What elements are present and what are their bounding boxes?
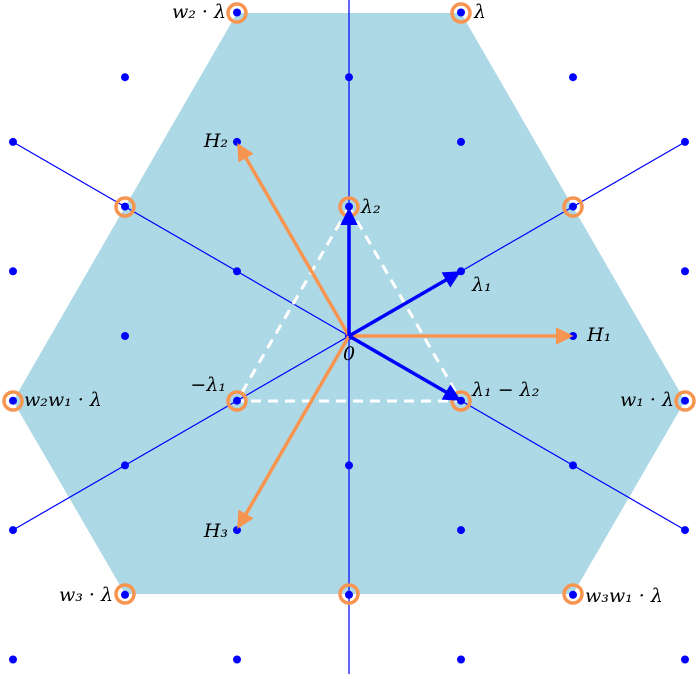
label: λ₂ <box>360 196 381 218</box>
orbit-circle <box>562 583 584 605</box>
label: H₁ <box>586 324 611 346</box>
lattice-point <box>345 461 353 470</box>
lattice-point <box>569 461 577 470</box>
lattice-point <box>233 267 241 276</box>
orbit-circle <box>2 390 24 412</box>
lattice-point <box>345 73 353 82</box>
lattice-point <box>569 202 577 211</box>
lattice-point <box>233 396 241 405</box>
orbit-circle <box>226 2 248 24</box>
lattice-point <box>345 590 353 599</box>
orbit-circle <box>114 196 136 218</box>
lattice-point <box>457 137 465 146</box>
orbit-circle <box>450 2 472 24</box>
lattice-point <box>681 267 689 276</box>
lattice-point <box>681 396 689 405</box>
lattice-point <box>457 8 465 17</box>
lattice-point <box>121 590 129 599</box>
label: λ₁ − λ₂ <box>471 379 539 401</box>
label: w₃w₁ · λ <box>585 585 663 607</box>
lattice-point <box>9 396 17 405</box>
lattice-point <box>121 73 129 82</box>
arrows <box>237 142 574 530</box>
lattice-point <box>681 137 689 146</box>
lattice-point <box>121 332 129 340</box>
label: 0 <box>343 343 355 365</box>
lattice-point <box>9 655 17 664</box>
lattice-point <box>569 590 577 599</box>
lattice-point <box>233 526 241 535</box>
orbit-circle <box>114 583 136 605</box>
label: H₃ <box>203 520 228 542</box>
orbit-circle <box>338 583 360 605</box>
label: w₃ · λ <box>59 584 113 606</box>
lattice-point <box>233 655 241 664</box>
h-arrow <box>237 142 351 337</box>
lattice-point <box>9 267 17 276</box>
lattice-point <box>681 526 689 535</box>
lattice-point <box>233 8 241 17</box>
lattice-point <box>457 655 465 664</box>
lattice-point <box>9 526 17 535</box>
label: w₂ · λ <box>172 1 226 23</box>
label: −λ₁ <box>190 374 226 396</box>
labels: w₂ · λ λ H₂ λ₂ λ₁ H₁ 0 −λ₁ λ₁ − λ₂ w₂w₁ · λ w₁ · λ… <box>24 1 674 607</box>
label: w₂w₁ · λ <box>24 389 102 411</box>
orbit-circles <box>2 2 696 605</box>
orbit-circle <box>226 390 248 412</box>
lattice-point <box>121 461 129 470</box>
label: w₁ · λ <box>620 389 674 411</box>
label: λ₁ <box>471 274 492 296</box>
lattice-point <box>9 137 17 146</box>
lattice-point <box>233 137 241 146</box>
label: H₂ <box>203 130 228 152</box>
lattice-point <box>681 655 689 664</box>
lattice-point <box>457 526 465 535</box>
weight-arrow <box>348 271 462 338</box>
orbit-circle <box>562 196 584 218</box>
h-arrow <box>237 335 351 530</box>
lattice-point <box>345 202 353 211</box>
lattice-point <box>569 73 577 82</box>
lattice-point <box>121 202 129 211</box>
weight-arrow <box>348 334 462 401</box>
lattice-point <box>569 332 577 340</box>
orbit-circle <box>674 390 696 412</box>
label: λ <box>473 1 486 23</box>
